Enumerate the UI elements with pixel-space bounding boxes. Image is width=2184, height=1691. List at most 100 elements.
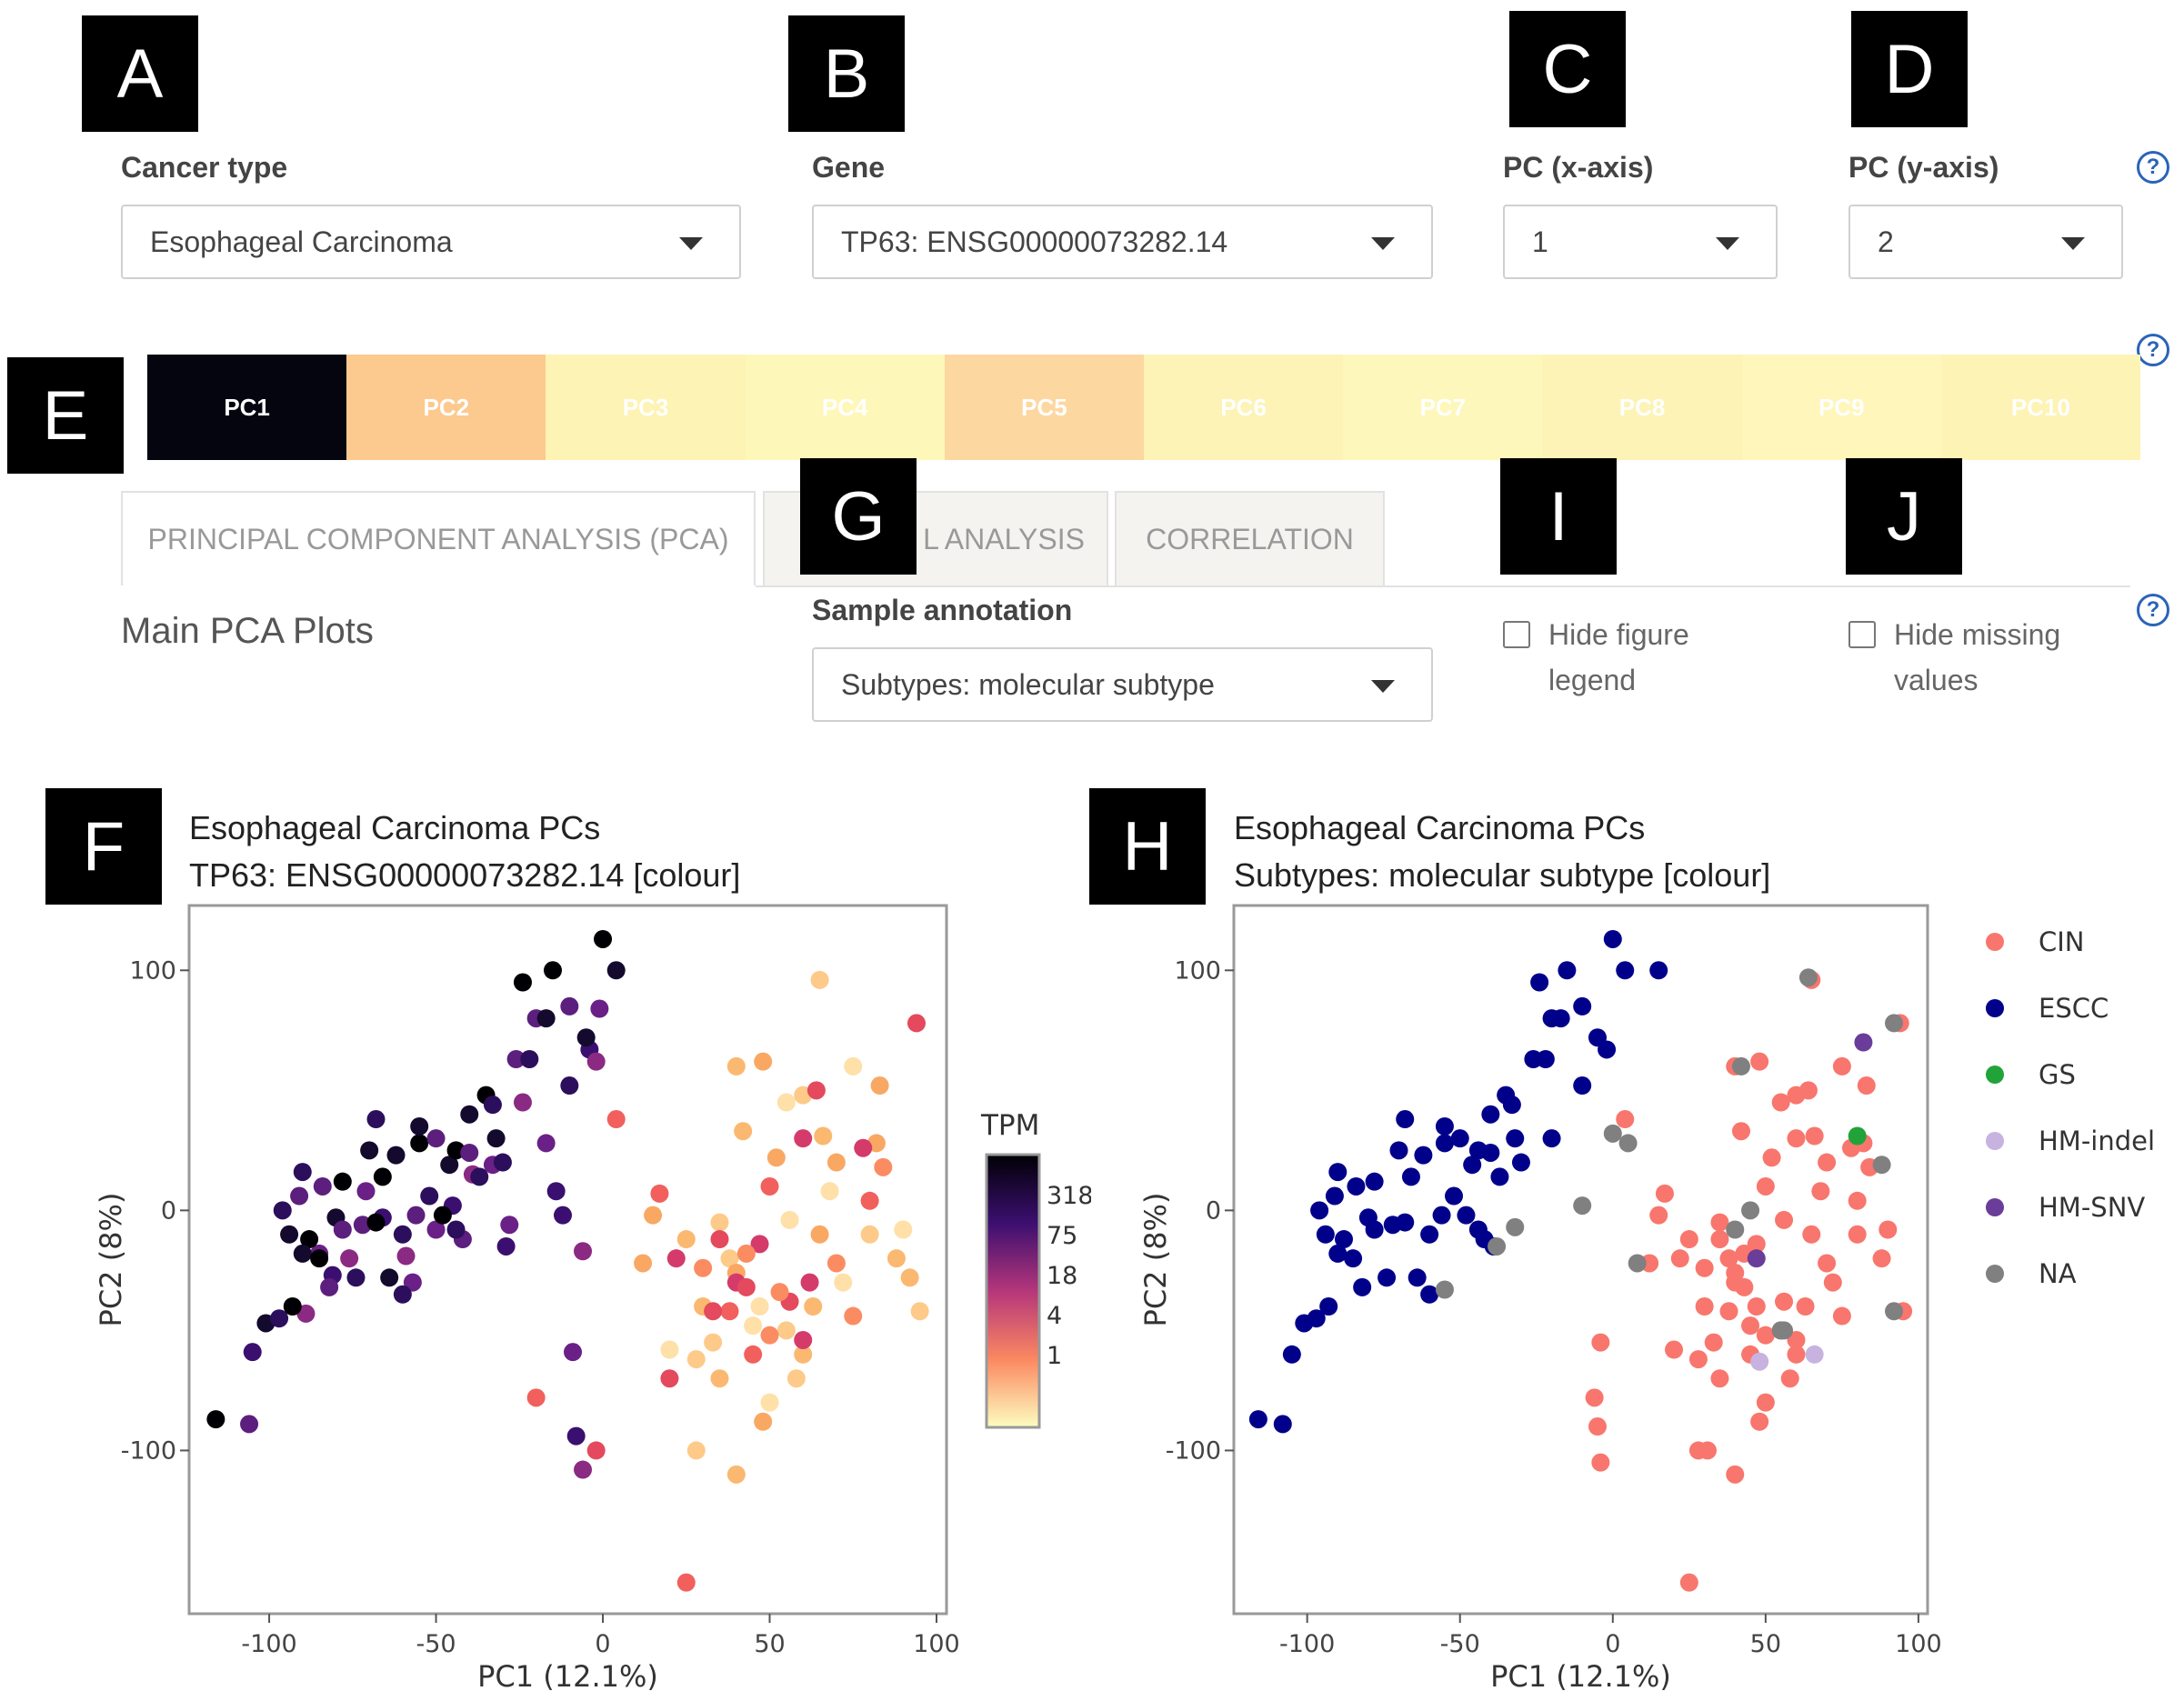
- plot-f-point: [750, 1296, 769, 1316]
- sample-annotation-select[interactable]: Subtypes: molecular subtype: [812, 647, 1433, 722]
- plot-h-point-hm-indel: [1750, 1352, 1769, 1371]
- plot-f-point: [396, 1246, 416, 1266]
- plot-f-point: [460, 1105, 479, 1124]
- pc-bar-segment-3[interactable]: PC3: [546, 355, 746, 460]
- plot-h-legend-label[interactable]: NA: [2039, 1258, 2077, 1289]
- plot-h-x-tick-label: -50: [1440, 1630, 1480, 1658]
- tab-correlation[interactable]: CORRELATION: [1115, 491, 1385, 585]
- plot-h-point-escc: [1616, 961, 1635, 980]
- plot-h-point-cin: [1585, 1388, 1604, 1407]
- plot-f-y-tick-label: 100: [129, 956, 176, 985]
- plot-h-point-cin: [1665, 1340, 1684, 1359]
- plot-f-point: [720, 1249, 739, 1268]
- plot-h-point-na: [1506, 1217, 1525, 1236]
- hide-legend-label: Hide figure legend: [1548, 612, 1689, 703]
- plot-f-colorbar: [985, 1153, 1041, 1429]
- plot-h-point-cin: [1688, 1350, 1708, 1369]
- help-icon[interactable]: ?: [2137, 334, 2169, 366]
- plot-h-y-tick-label: -100: [1166, 1436, 1221, 1465]
- plot-f-point: [894, 1220, 913, 1239]
- plot-h-point-escc: [1316, 1225, 1335, 1244]
- plot-h-point-cin: [1872, 1249, 1891, 1268]
- plot-f-scatter: -100 -50 0 50 100 -100 0 100 PC1 (12.1%) PC2 (8%)…: [94, 904, 1091, 1691]
- plot-h-point-cin: [1655, 1184, 1674, 1203]
- plot-h-point-escc: [1432, 1206, 1451, 1225]
- plot-f-point: [644, 1206, 663, 1225]
- pc-bar-segment-9[interactable]: PC9: [1741, 355, 1941, 460]
- plot-f-point: [776, 1093, 796, 1112]
- plot-h-point-escc: [1325, 1186, 1344, 1206]
- plot-f-point: [800, 1273, 819, 1292]
- plot-h-legend-marker[interactable]: [1986, 933, 2004, 951]
- plot-h-title-line1: Esophageal Carcinoma PCs: [1234, 809, 1646, 846]
- plot-h-point-na: [1872, 1156, 1891, 1175]
- plot-f-y-tick-label: -100: [121, 1436, 176, 1465]
- plot-h-legend-label[interactable]: HM-SNV: [2039, 1192, 2145, 1223]
- plot-f-point: [710, 1213, 729, 1232]
- plot-h-legend-label[interactable]: CIN: [2039, 926, 2085, 957]
- help-icon[interactable]: ?: [2137, 151, 2169, 184]
- plot-f-y-tick-label: 0: [161, 1196, 176, 1225]
- plot-h-legend-label[interactable]: ESCC: [2039, 993, 2109, 1024]
- help-icon[interactable]: ?: [2137, 594, 2169, 626]
- plot-h-point-hm-snv: [1747, 1249, 1766, 1268]
- plot-f-point: [333, 1220, 352, 1239]
- pc-bar-segment-4[interactable]: PC4: [745, 355, 945, 460]
- plot-h-point-escc: [1603, 929, 1622, 948]
- pc-bar-segment-7[interactable]: PC7: [1343, 355, 1543, 460]
- plot-h-point-escc: [1435, 1116, 1454, 1136]
- plot-h-point-cin: [1704, 1333, 1723, 1352]
- plot-f-point: [576, 1028, 596, 1047]
- plot-h-point-escc: [1551, 1009, 1570, 1028]
- plot-h-point-escc: [1511, 1153, 1530, 1172]
- plot-h-legend-marker[interactable]: [1986, 1066, 2004, 1084]
- plot-h-point-cin: [1756, 1326, 1775, 1345]
- plot-f-point: [827, 1254, 846, 1273]
- plot-h-point-cin: [1802, 1225, 1821, 1244]
- pc-bar-segment-6[interactable]: PC6: [1144, 355, 1344, 460]
- hide-legend-checkbox[interactable]: [1503, 621, 1530, 648]
- plot-h-point-escc: [1389, 1141, 1408, 1160]
- plot-h-legend-label[interactable]: HM-indel: [2039, 1126, 2155, 1156]
- pc-x-select[interactable]: 1: [1503, 205, 1778, 279]
- plot-f-point: [546, 1182, 566, 1201]
- plot-h-point-cin: [1848, 1191, 1867, 1210]
- plot-h-legend-marker[interactable]: [1986, 999, 2004, 1017]
- cancer-type-value: Esophageal Carcinoma: [150, 225, 453, 258]
- plot-f-point: [770, 1283, 789, 1302]
- plot-h-point-escc: [1414, 1146, 1433, 1165]
- pc-bar-segment-5[interactable]: PC5: [944, 355, 1145, 460]
- panel-letter-d: D: [1851, 11, 1968, 127]
- pc-bar-segment-1[interactable]: PC1: [147, 355, 347, 460]
- plot-h-point-cin: [1679, 1573, 1698, 1592]
- plot-h-point-escc: [1506, 1129, 1525, 1148]
- hide-missing-checkbox[interactable]: [1848, 621, 1876, 648]
- tab-pca[interactable]: PRINCIPAL COMPONENT ANALYSIS (PCA): [121, 491, 756, 585]
- plot-f-point: [560, 1076, 579, 1096]
- pc-y-select[interactable]: 2: [1848, 205, 2123, 279]
- gene-select[interactable]: TP63: ENSG00000073282.14: [812, 205, 1433, 279]
- plot-f-point: [844, 1306, 863, 1326]
- plot-h-point-na: [1885, 1014, 1904, 1033]
- pc-bar-segment-2[interactable]: PC2: [346, 355, 546, 460]
- plot-h-legend-marker[interactable]: [1986, 1132, 2004, 1150]
- plot-f-point: [750, 1235, 769, 1254]
- plot-f-x-tick-label: 50: [754, 1630, 785, 1658]
- plot-h-legend-marker[interactable]: [1986, 1198, 2004, 1216]
- plot-f-colorbar-tick-label: 318: [1047, 1182, 1091, 1210]
- hide-missing-line2: values: [1894, 664, 1979, 696]
- plot-f-plot-frame: [187, 904, 948, 1616]
- plot-h-point-na: [1731, 1056, 1750, 1076]
- plot-h-legend-label[interactable]: GS: [2039, 1059, 2076, 1090]
- plot-f-point: [686, 1441, 706, 1460]
- cancer-type-select[interactable]: Esophageal Carcinoma: [121, 205, 741, 279]
- pc-y-label: PC (y-axis): [1848, 151, 1999, 184]
- pc-bar-segment-10[interactable]: PC10: [1940, 355, 2141, 460]
- chevron-down-icon: [1371, 680, 1395, 693]
- chevron-down-icon: [679, 237, 703, 250]
- plot-f-point: [650, 1184, 669, 1203]
- plot-f-point: [420, 1186, 439, 1206]
- pc-bar-segment-8[interactable]: PC8: [1542, 355, 1742, 460]
- plot-h-point-escc: [1558, 961, 1577, 980]
- plot-h-legend-marker[interactable]: [1986, 1265, 2004, 1283]
